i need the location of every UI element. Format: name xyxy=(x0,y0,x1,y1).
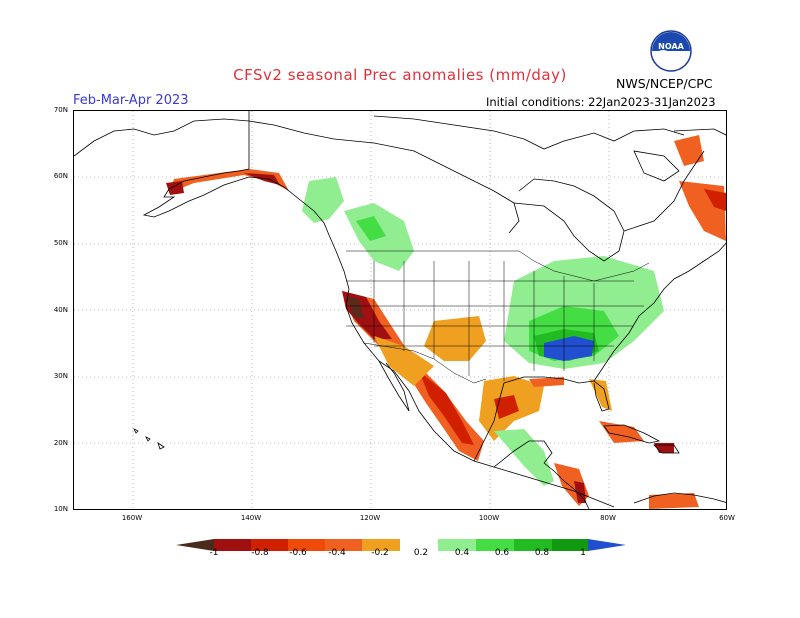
colorbar-label: -0.4 xyxy=(328,548,346,558)
lon-label: 60W xyxy=(719,514,735,522)
noaa-logo-icon: NOAA xyxy=(650,30,692,72)
colorbar-swatch xyxy=(514,539,552,551)
lat-label: 40N xyxy=(53,306,68,314)
chart-title: CFSv2 seasonal Prec anomalies (mm/day) xyxy=(233,66,567,84)
colorbar-swatch xyxy=(362,539,400,551)
colorbar-swatch xyxy=(214,539,251,551)
lat-label: 60N xyxy=(53,172,68,180)
lat-label: 20N xyxy=(53,439,68,447)
colorbar-label: -0.8 xyxy=(251,548,269,558)
colorbar-label: 0.6 xyxy=(494,548,510,558)
lat-label: 30N xyxy=(53,372,68,380)
anomaly-map xyxy=(73,110,727,510)
colorbar-swatch xyxy=(552,539,588,551)
agency-label: NWS/NCEP/CPC xyxy=(616,76,713,91)
lon-label: 120W xyxy=(359,514,381,522)
colorbar-swatch xyxy=(476,539,514,551)
initial-conditions-label: Initial conditions: 22Jan2023-31Jan2023 xyxy=(486,95,716,109)
coastlines xyxy=(74,111,726,509)
lon-label: 140W xyxy=(240,514,262,522)
anomaly-shading xyxy=(166,135,726,509)
colorbar-label: -1 xyxy=(209,548,219,558)
lon-label: 80W xyxy=(600,514,616,522)
colorbar-label: 0.2 xyxy=(413,548,429,558)
colorbar-swatch xyxy=(400,539,438,551)
colorbar-swatch xyxy=(325,539,362,551)
colorbar-label: 0.8 xyxy=(534,548,550,558)
logo-text: NOAA xyxy=(658,42,684,51)
lat-label: 10N xyxy=(53,505,68,513)
colorbar-arrow-right xyxy=(588,539,626,551)
borders xyxy=(346,250,650,384)
colorbar-swatch xyxy=(438,539,476,551)
season-label: Feb-Mar-Apr 2023 xyxy=(73,93,189,108)
lon-label: 100W xyxy=(478,514,500,522)
colorbar-arrow-left xyxy=(176,539,214,551)
lat-label: 50N xyxy=(53,239,68,247)
lon-label: 160W xyxy=(121,514,143,522)
lat-label: 70N xyxy=(53,106,68,114)
colorbar-swatch xyxy=(251,539,288,551)
colorbar-label: -0.2 xyxy=(371,548,389,558)
colorbar-label: 1 xyxy=(580,548,586,558)
colorbar-label: 0.4 xyxy=(454,548,470,558)
colorbar xyxy=(176,536,626,551)
colorbar-label: -0.6 xyxy=(289,548,307,558)
colorbar-swatch xyxy=(288,539,325,551)
